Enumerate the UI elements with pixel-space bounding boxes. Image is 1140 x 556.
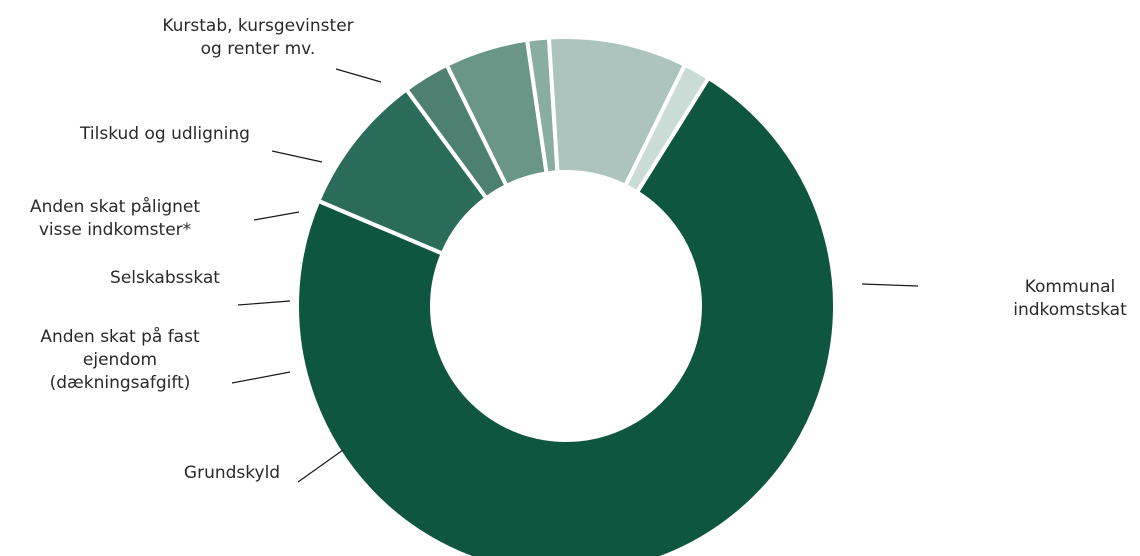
- slice-label: Selskabsskat: [110, 268, 220, 288]
- slices-group: [295, 35, 837, 556]
- slice-label-line: (dækningsafgift): [50, 373, 191, 393]
- labels-group: Kommunal indkomstskat Grundskyld Anden skat…: [30, 16, 1127, 483]
- slice-label-line: Kurstab, kursgevinster: [162, 16, 353, 36]
- slice-label-line: ejendom: [83, 350, 157, 370]
- slice-label-line: indkomstskat: [1013, 300, 1127, 320]
- slice-label: Kommunal indkomstskat: [1013, 277, 1127, 320]
- slice-label: Anden skat pålignet visse indkomster*: [30, 196, 200, 240]
- leader-line: [237, 300, 291, 306]
- slice-label-line: Selskabsskat: [110, 268, 220, 288]
- slice-label-line: visse indkomster*: [39, 220, 191, 240]
- slice-label-line: Kommunal: [1025, 277, 1116, 297]
- donut-slice: [623, 62, 711, 195]
- leader-line: [253, 211, 300, 221]
- slice-label-line: Anden skat pålignet: [30, 196, 200, 217]
- slice-label: Grundskyld: [184, 463, 280, 483]
- slice-label: Anden skat på fast ejendom (dækningsafgift…: [40, 326, 200, 393]
- leader-lines-group: [231, 68, 919, 483]
- slice-label-line: Anden skat på fast: [40, 326, 200, 347]
- leader-line: [335, 68, 382, 83]
- leader-line: [231, 371, 291, 384]
- leader-line: [297, 449, 344, 483]
- slice-label-line: Tilskud og udligning: [79, 124, 250, 144]
- donut-slice: [295, 75, 837, 556]
- leader-line: [271, 150, 323, 163]
- leader-line: [861, 283, 919, 287]
- slice-label: Kurstab, kursgevinster og renter mv.: [162, 16, 353, 59]
- slice-label-line: og renter mv.: [201, 39, 316, 59]
- slice-label-line: Grundskyld: [184, 463, 280, 483]
- slice-label: Tilskud og udligning: [79, 124, 250, 144]
